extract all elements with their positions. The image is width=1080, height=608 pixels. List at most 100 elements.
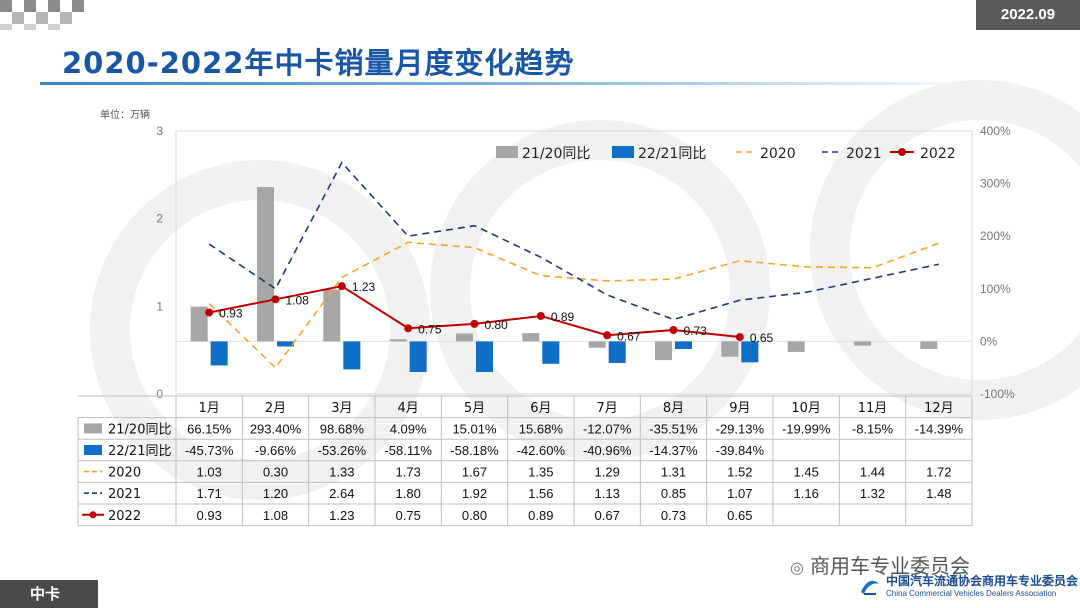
data-table: 1月 2月 3月 4月 5月 6月 7月 8月 9月 10月 11月 12月 21/20同比 66.15%… xyxy=(77,395,973,527)
table-cell: -19.99% xyxy=(782,421,831,436)
table-month-header: 6月 xyxy=(530,401,551,416)
bar-21-20-yoy xyxy=(522,333,540,342)
table-cell: 1.48 xyxy=(926,486,951,501)
table-cell: 15.01% xyxy=(452,421,497,436)
left-tick-label: 2 xyxy=(156,212,163,226)
legend-2021-label: 2021 xyxy=(846,146,882,162)
right-tick-label: 100% xyxy=(980,282,1011,296)
legend-2022-label: 2022 xyxy=(920,146,956,162)
table-cell: 0.30 xyxy=(263,465,288,480)
bar-22-21-yoy xyxy=(741,341,759,363)
table-cell: 0.67 xyxy=(595,508,620,523)
table-cell: 1.03 xyxy=(197,465,222,480)
table-cell: 1.32 xyxy=(860,486,885,501)
data-label-2022: 0.80 xyxy=(485,318,509,332)
point-2022 xyxy=(470,319,479,328)
table-month-header: 12月 xyxy=(924,401,954,416)
table-cell: 0.65 xyxy=(727,508,752,523)
bar-21-20-yoy xyxy=(190,306,208,342)
table-month-header: 8月 xyxy=(663,401,684,416)
bar-21-20-yoy xyxy=(655,341,672,361)
table-cell: 1.20 xyxy=(263,486,288,501)
table-cell: 4.09% xyxy=(390,421,427,436)
left-tick-label: 0 xyxy=(156,387,163,401)
legend-2020-label: 2020 xyxy=(760,146,796,162)
table-row-marker xyxy=(89,511,97,519)
right-tick-label: 200% xyxy=(980,229,1011,243)
bar-21-20-yoy xyxy=(588,341,606,348)
table-series-name: 2021 xyxy=(108,487,141,502)
wechat-icon: ◎ xyxy=(790,558,804,577)
title-divider xyxy=(40,82,990,85)
table-cell: -39.84% xyxy=(716,443,765,458)
right-tick-label: 0% xyxy=(980,334,998,348)
data-label-2022: 0.65 xyxy=(750,331,774,345)
table-cell: 1.07 xyxy=(727,486,752,501)
bar-21-20-yoy xyxy=(920,341,938,349)
table-cell: -40.96% xyxy=(583,443,632,458)
bar-21-20-yoy xyxy=(721,341,739,357)
bar-22-21-yoy xyxy=(608,341,626,363)
table-cell: -14.37% xyxy=(649,443,698,458)
table-cell: 1.29 xyxy=(595,465,620,480)
bar-22-21-yoy xyxy=(343,341,361,370)
table-cell: 1.92 xyxy=(462,486,487,501)
plot-frame xyxy=(175,130,973,395)
table-series-name: 2020 xyxy=(108,466,141,481)
data-label-2022: 0.67 xyxy=(617,329,641,343)
table-cell: 0.80 xyxy=(462,508,487,523)
point-2022 xyxy=(536,311,545,320)
watermark-ring xyxy=(430,120,770,460)
table-cell: 1.72 xyxy=(926,465,951,480)
table-cell: -29.13% xyxy=(716,421,765,436)
bar-22-21-yoy xyxy=(542,341,560,364)
table-cell: 1.73 xyxy=(396,465,421,480)
table-cell: 0.73 xyxy=(661,508,686,523)
table-cell: -45.73% xyxy=(185,443,234,458)
right-tick-label: -100% xyxy=(980,387,1015,401)
bar-21-20-yoy xyxy=(456,333,473,342)
table-cell: 1.80 xyxy=(396,486,421,501)
table-cell: 293.40% xyxy=(250,421,302,436)
table-month-header: 11月 xyxy=(858,401,888,416)
category-tag: 中卡 xyxy=(0,580,98,608)
table-cell: 1.33 xyxy=(329,465,354,480)
table-cell: 98.68% xyxy=(320,421,365,436)
table-month-header: 1月 xyxy=(199,401,220,416)
table-month-header: 10月 xyxy=(791,401,821,416)
bar-21-20-yoy xyxy=(257,187,274,342)
table-cell: -53.26% xyxy=(318,443,367,458)
point-2022 xyxy=(735,333,744,342)
page-title: 2020-2022年中卡销量月度变化趋势 xyxy=(62,46,575,80)
table-cell: -8.15% xyxy=(852,421,894,436)
table-cell: 66.15% xyxy=(187,421,232,436)
left-axis-ticks: 0 1 2 3 xyxy=(156,124,163,401)
bar-22-21-yoy xyxy=(476,341,493,373)
bar-21-20-yoy xyxy=(854,341,871,346)
line-2021 xyxy=(208,161,939,321)
decorative-checker-pattern xyxy=(0,0,96,32)
table-series-name: 21/20同比 xyxy=(108,422,171,437)
table-cell: 1.13 xyxy=(595,486,620,501)
point-2022 xyxy=(271,295,280,304)
table-cell: -14.39% xyxy=(915,421,964,436)
table-cell: 1.67 xyxy=(462,465,487,480)
org-name-en: China Commercial Vehicles Dealers Associ… xyxy=(886,589,1057,598)
watermark-ring xyxy=(810,80,1080,420)
data-label-2022: 1.23 xyxy=(352,280,376,294)
line-2020 xyxy=(208,241,940,369)
table-cell: -35.51% xyxy=(649,421,698,436)
bar-21-20-yoy xyxy=(787,341,805,352)
data-label-2022: 0.93 xyxy=(219,306,243,320)
data-label-2022: 0.75 xyxy=(418,322,442,336)
table-cell: 1.35 xyxy=(528,465,553,480)
data-label-2022: 1.08 xyxy=(286,293,310,307)
bar-22-21-yoy xyxy=(277,341,294,347)
table-cell: 0.75 xyxy=(396,508,421,523)
table-cell: 1.52 xyxy=(727,465,752,480)
wechat-account: ◎ 商用车专业委员会 xyxy=(790,550,970,579)
bar-22-21-yoy xyxy=(675,341,692,349)
point-2022 xyxy=(669,326,678,335)
point-2022 xyxy=(603,331,612,340)
